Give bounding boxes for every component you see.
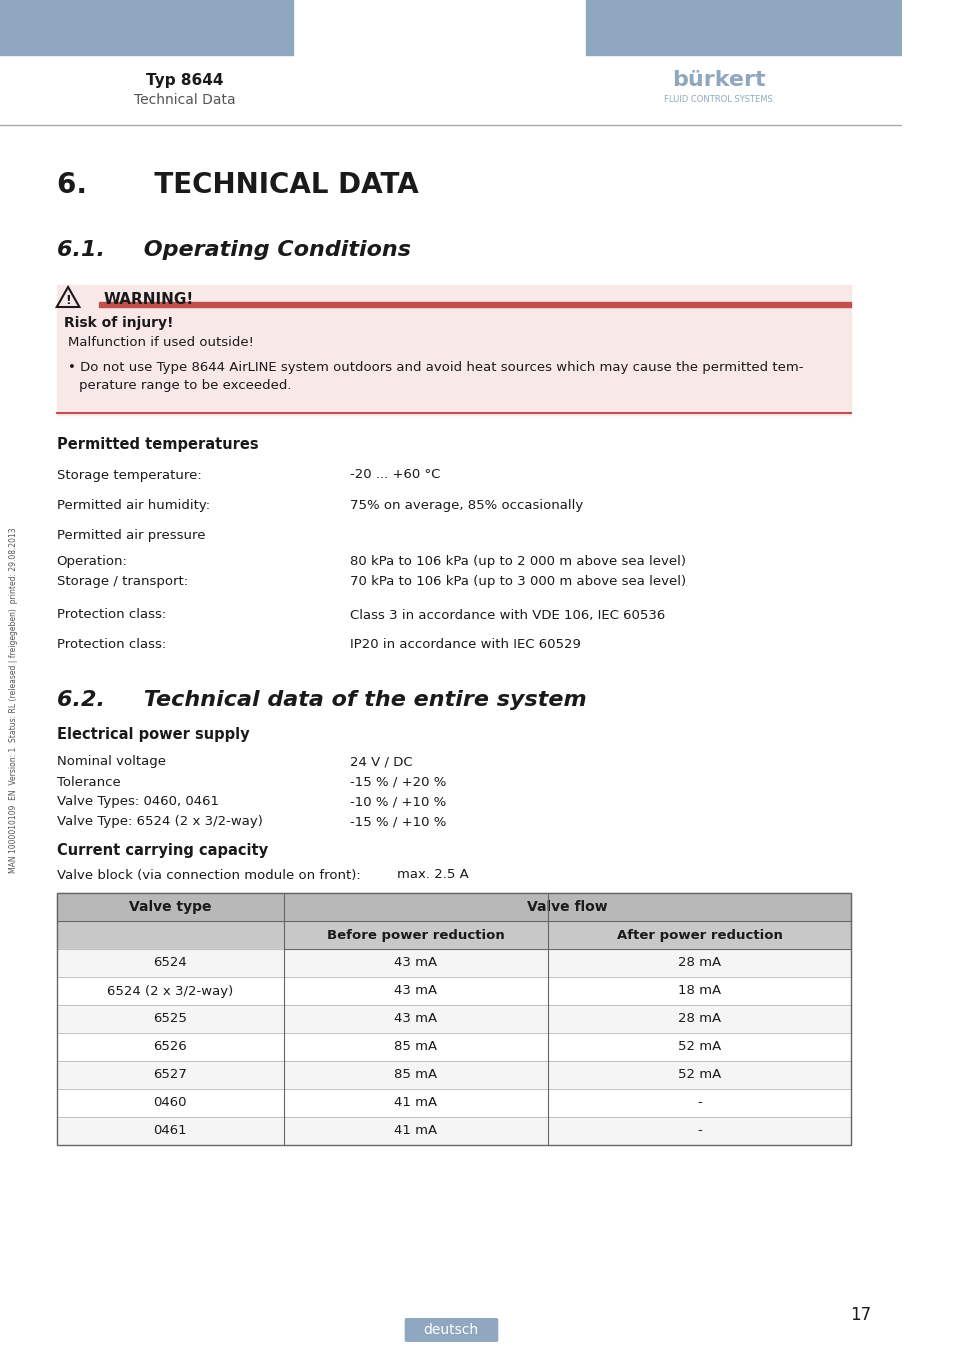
Text: Valve flow: Valve flow: [526, 900, 607, 914]
Text: 70 kPa to 106 kPa (up to 3 000 m above sea level): 70 kPa to 106 kPa (up to 3 000 m above s…: [350, 575, 685, 589]
Text: 18 mA: 18 mA: [678, 984, 720, 998]
Text: -: -: [697, 1125, 701, 1138]
Bar: [56, 977, 850, 1004]
Text: Permitted air pressure: Permitted air pressure: [56, 528, 205, 541]
Text: -15 % / +10 %: -15 % / +10 %: [350, 815, 446, 829]
Text: 75% on average, 85% occasionally: 75% on average, 85% occasionally: [350, 498, 582, 512]
Bar: [676, 36, 685, 45]
Text: 43 mA: 43 mA: [394, 1012, 437, 1026]
Bar: [56, 1033, 850, 1061]
Text: 0460: 0460: [153, 1096, 187, 1110]
Text: 43 mA: 43 mA: [394, 984, 437, 998]
Bar: [56, 1116, 850, 1145]
Text: !: !: [65, 293, 71, 306]
Bar: [56, 892, 850, 921]
Text: 6.1.     Operating Conditions: 6.1. Operating Conditions: [56, 240, 411, 261]
Text: 85 mA: 85 mA: [394, 1041, 437, 1053]
Bar: [703, 36, 760, 45]
Text: Electrical power supply: Electrical power supply: [56, 728, 249, 743]
Text: -20 ... +60 °C: -20 ... +60 °C: [350, 468, 439, 482]
Bar: [56, 1089, 850, 1116]
Text: 17: 17: [849, 1305, 870, 1324]
Text: 6525: 6525: [153, 1012, 187, 1026]
Text: 6.2.     Technical data of the entire system: 6.2. Technical data of the entire system: [56, 690, 586, 710]
Bar: [56, 1004, 850, 1033]
Text: IP20 in accordance with IEC 60529: IP20 in accordance with IEC 60529: [350, 639, 580, 652]
Text: 52 mA: 52 mA: [678, 1068, 720, 1081]
Text: Valve Type: 6524 (2 x 3/2-way): Valve Type: 6524 (2 x 3/2-way): [56, 815, 262, 829]
Text: Technical Data: Technical Data: [133, 93, 235, 107]
Text: 85 mA: 85 mA: [394, 1068, 437, 1081]
Text: Tolerance: Tolerance: [56, 775, 120, 788]
Text: Before power reduction: Before power reduction: [327, 929, 504, 941]
Text: Typ 8644: Typ 8644: [146, 73, 223, 88]
Text: 6.       TECHNICAL DATA: 6. TECHNICAL DATA: [56, 171, 418, 198]
Bar: [661, 36, 671, 45]
Text: max. 2.5 A: max. 2.5 A: [396, 868, 468, 882]
Text: Valve type: Valve type: [129, 900, 212, 914]
Text: 80 kPa to 106 kPa (up to 2 000 m above sea level): 80 kPa to 106 kPa (up to 2 000 m above s…: [350, 555, 685, 568]
Text: Protection class:: Protection class:: [56, 609, 166, 621]
Bar: [56, 949, 850, 977]
Text: FLUID CONTROL SYSTEMS: FLUID CONTROL SYSTEMS: [663, 96, 772, 104]
Text: Permitted air humidity:: Permitted air humidity:: [56, 498, 210, 512]
Text: MAN 1000010109  EN  Version: 1  Status: RL (released | freigegeben)  printed: 29: MAN 1000010109 EN Version: 1 Status: RL …: [9, 528, 18, 873]
Text: 6524 (2 x 3/2-way): 6524 (2 x 3/2-way): [107, 984, 233, 998]
Text: WARNING!: WARNING!: [104, 292, 194, 306]
Text: deutsch: deutsch: [423, 1323, 478, 1336]
Bar: [56, 285, 850, 414]
Text: Valve block (via connection module on front):: Valve block (via connection module on fr…: [56, 868, 360, 882]
Text: Malfunction if used outside!: Malfunction if used outside!: [68, 336, 253, 350]
Text: Risk of injury!: Risk of injury!: [64, 316, 173, 329]
Text: 43 mA: 43 mA: [394, 957, 437, 969]
Text: Current carrying capacity: Current carrying capacity: [56, 842, 268, 857]
Text: -15 % / +20 %: -15 % / +20 %: [350, 775, 446, 788]
Text: Valve Types: 0460, 0461: Valve Types: 0460, 0461: [56, 795, 218, 809]
Bar: [99, 302, 850, 306]
Text: 41 mA: 41 mA: [394, 1096, 437, 1110]
Text: Storage temperature:: Storage temperature:: [56, 468, 201, 482]
Text: perature range to be exceeded.: perature range to be exceeded.: [79, 378, 292, 392]
Bar: [690, 36, 699, 45]
Text: After power reduction: After power reduction: [617, 929, 781, 941]
Text: Nominal voltage: Nominal voltage: [56, 756, 166, 768]
Text: 28 mA: 28 mA: [678, 1012, 720, 1026]
Text: 41 mA: 41 mA: [394, 1125, 437, 1138]
Text: Storage / transport:: Storage / transport:: [56, 575, 188, 589]
FancyBboxPatch shape: [404, 1318, 497, 1342]
Text: Permitted temperatures: Permitted temperatures: [56, 437, 258, 452]
Bar: [56, 1061, 850, 1089]
Text: 6526: 6526: [153, 1041, 187, 1053]
Text: 6524: 6524: [153, 957, 187, 969]
Text: Protection class:: Protection class:: [56, 639, 166, 652]
Text: 6527: 6527: [153, 1068, 187, 1081]
Text: 28 mA: 28 mA: [678, 957, 720, 969]
Bar: [56, 892, 850, 1145]
Text: -: -: [697, 1096, 701, 1110]
Text: • Do not use Type 8644 AirLINE system outdoors and avoid heat sources which may : • Do not use Type 8644 AirLINE system ou…: [68, 360, 802, 374]
Bar: [56, 921, 850, 949]
Text: Operation:: Operation:: [56, 555, 128, 568]
Text: Class 3 in accordance with VDE 106, IEC 60536: Class 3 in accordance with VDE 106, IEC …: [350, 609, 664, 621]
Text: 24 V / DC: 24 V / DC: [350, 756, 412, 768]
Text: 52 mA: 52 mA: [678, 1041, 720, 1053]
Text: bürkert: bürkert: [671, 70, 764, 90]
Bar: [586, 0, 902, 55]
Text: 0461: 0461: [153, 1125, 187, 1138]
Text: -10 % / +10 %: -10 % / +10 %: [350, 795, 446, 809]
Bar: [0, 0, 293, 55]
